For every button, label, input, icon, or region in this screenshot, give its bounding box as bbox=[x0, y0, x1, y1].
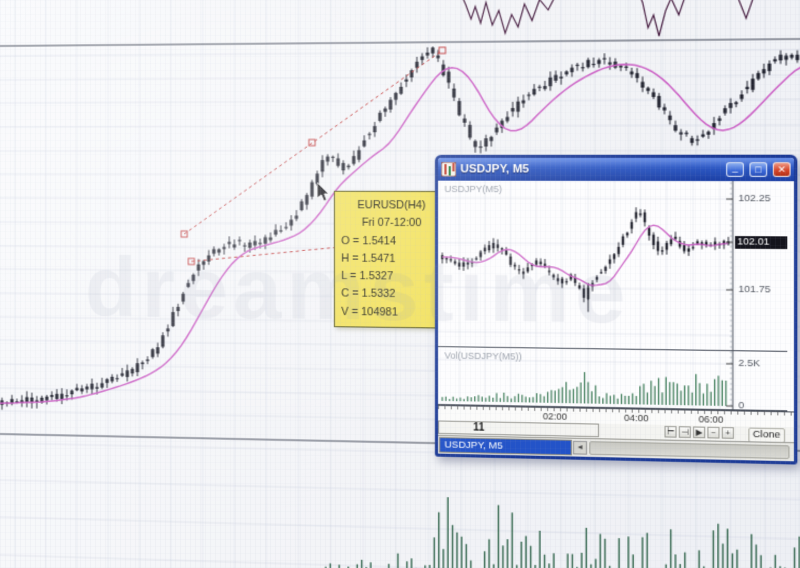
mouse-cursor bbox=[317, 182, 332, 204]
zoom-out-button[interactable]: − bbox=[707, 426, 720, 439]
grid bbox=[438, 181, 733, 410]
popup-chart-canvas[interactable] bbox=[438, 181, 787, 412]
popup-chart-area[interactable]: USDJPY(M5) Vol(USDJPY(M5)) 102.25 101.75… bbox=[438, 180, 794, 412]
popup-volume-label: Vol(USDJPY(M5)) bbox=[444, 350, 522, 362]
axis-lines bbox=[438, 181, 787, 412]
tooltip-open: O = 1.5414 bbox=[341, 234, 397, 248]
time-label: 02:00 bbox=[542, 411, 568, 422]
scrollbar-track[interactable] bbox=[589, 441, 790, 460]
popup-chart-label: USDJPY(M5) bbox=[444, 183, 503, 195]
ohlc-tooltip: EURUSD(H4) Fri 07-12:00 O = 1.5414 H = 1… bbox=[333, 190, 450, 329]
tooltip-close: C = 1.5332 bbox=[341, 287, 396, 301]
popup-price-label: 102.25 bbox=[738, 192, 771, 205]
chart-icon bbox=[441, 162, 457, 177]
tooltip-symbol: EURUSD(H4) bbox=[357, 199, 426, 212]
scroll-left-button[interactable]: ◄ bbox=[573, 440, 588, 455]
window-title: USDJPY, M5 bbox=[460, 163, 530, 176]
minimize-button[interactable]: _ bbox=[726, 162, 744, 177]
indicator-line bbox=[460, 0, 758, 38]
play-button[interactable]: ▶ bbox=[693, 426, 706, 439]
chart-shift-controls: ⊢ ⊣ ▶ − + bbox=[664, 425, 734, 439]
popup-volume-scale-label: 2.5K bbox=[738, 357, 761, 370]
close-button[interactable]: ✕ bbox=[772, 162, 791, 177]
usdjpy-window: USDJPY, M5 _ □ ✕ USDJPY(M5) Vol(USDJPY(M… bbox=[434, 154, 798, 465]
time-label: 04:00 bbox=[624, 412, 649, 424]
zoom-in-button[interactable]: + bbox=[721, 427, 734, 439]
popup-current-price-tag: 102.01 bbox=[735, 236, 788, 250]
volume-bars bbox=[2, 486, 800, 568]
shift-left-button[interactable]: ⊢ bbox=[664, 425, 677, 438]
shift-right-button[interactable]: ⊣ bbox=[678, 426, 691, 438]
window-titlebar[interactable]: USDJPY, M5 _ □ ✕ bbox=[438, 157, 794, 182]
popup-price-label: 101.75 bbox=[738, 283, 771, 296]
tooltip-volume: V = 104981 bbox=[341, 305, 398, 319]
tab-usdjpy-m5[interactable]: USDJPY, M5 bbox=[439, 436, 572, 456]
time-label: 06:00 bbox=[698, 413, 724, 425]
tooltip-low: L = 1.5327 bbox=[341, 269, 394, 283]
tooltip-high: H = 1.5471 bbox=[341, 252, 396, 265]
maximize-button[interactable]: □ bbox=[749, 162, 768, 177]
tooltip-time: Fri 07-12:00 bbox=[361, 216, 422, 230]
